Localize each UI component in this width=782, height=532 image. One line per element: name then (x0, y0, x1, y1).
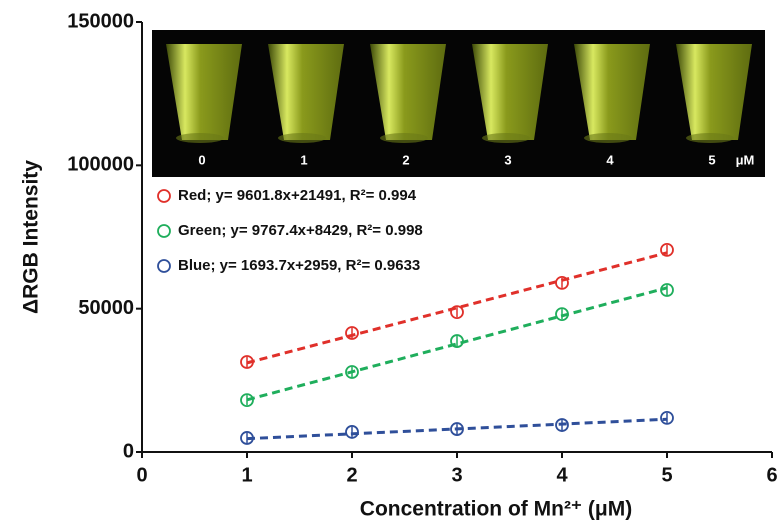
y-tick-label: 100000 (67, 154, 134, 176)
data-point (555, 275, 569, 290)
data-point (660, 242, 674, 257)
data-point (555, 307, 569, 322)
tube (166, 44, 242, 140)
x-tick-label: 5 (661, 464, 672, 486)
data-point (660, 283, 674, 297)
data-point (240, 393, 254, 408)
tube (370, 44, 446, 140)
inset-label: 3 (504, 152, 511, 167)
tube-bottom (584, 133, 632, 143)
data-point (240, 355, 254, 369)
data-point (240, 431, 254, 445)
tube-bottom (278, 133, 326, 143)
inset-photo (152, 30, 765, 177)
tube-bottom (686, 133, 734, 143)
tube-bottom (176, 133, 224, 143)
inset-label: 4 (606, 152, 614, 167)
legend-label: Green; y= 9767.4x+8429, R²= 0.998 (178, 222, 423, 239)
x-tick-label: 2 (346, 464, 357, 486)
y-tick-label: 150000 (67, 10, 134, 32)
legend-marker (157, 259, 171, 273)
data-point (450, 422, 464, 436)
tube (472, 44, 548, 140)
data-point (660, 410, 674, 425)
tube (676, 44, 752, 140)
data-point (450, 305, 464, 320)
fit-line (246, 286, 668, 402)
y-tick-label: 50000 (78, 297, 134, 319)
legend-label: Red; y= 9601.8x+21491, R²= 0.994 (178, 187, 417, 204)
data-point (555, 418, 569, 432)
inset-label: 2 (402, 152, 409, 167)
inset-label: 1 (300, 152, 307, 167)
y-axis-label: ΔRGB Intensity (20, 160, 43, 314)
legend-marker (157, 189, 171, 203)
inset-label: 5 (708, 152, 715, 167)
tube (574, 44, 650, 140)
tube-bottom (380, 133, 428, 143)
data-point (345, 326, 359, 340)
x-tick-label: 0 (136, 464, 147, 486)
x-tick-label: 1 (241, 464, 252, 486)
tube (268, 44, 344, 140)
legend-marker (157, 224, 171, 238)
fit-line (246, 251, 668, 365)
data-point (345, 425, 359, 439)
data-point (450, 334, 464, 348)
x-tick-label: 6 (766, 464, 777, 486)
y-tick-label: 0 (123, 440, 134, 462)
x-tick-label: 4 (556, 464, 568, 486)
data-point (345, 365, 359, 379)
x-tick-label: 3 (451, 464, 462, 486)
x-axis-label: Concentration of Mn²⁺ (μM) (360, 498, 632, 521)
inset-unit: μM (736, 152, 755, 167)
tube-bottom (482, 133, 530, 143)
legend-label: Blue; y= 1693.7x+2959, R²= 0.9633 (178, 257, 420, 274)
inset-label: 0 (198, 152, 205, 167)
